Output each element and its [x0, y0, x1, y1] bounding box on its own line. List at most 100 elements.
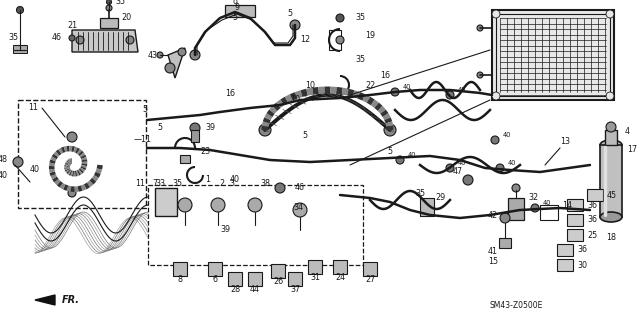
- Circle shape: [76, 36, 84, 44]
- Bar: [587, 189, 603, 201]
- Text: 46: 46: [295, 183, 305, 192]
- Text: 40: 40: [408, 152, 417, 158]
- Circle shape: [259, 124, 271, 136]
- Text: 32: 32: [528, 194, 538, 203]
- Text: 36: 36: [577, 246, 587, 255]
- Bar: [496, 14, 610, 96]
- Text: 46: 46: [52, 33, 62, 42]
- Text: 5: 5: [287, 10, 292, 19]
- Text: 11: 11: [28, 103, 38, 113]
- Ellipse shape: [600, 140, 622, 150]
- Text: 7: 7: [152, 179, 157, 188]
- Bar: [173, 262, 187, 276]
- Bar: [228, 272, 242, 286]
- Text: 35: 35: [355, 13, 365, 23]
- Circle shape: [477, 25, 483, 31]
- Bar: [271, 264, 285, 278]
- Circle shape: [190, 50, 200, 60]
- Text: 36: 36: [587, 216, 597, 225]
- Text: 2: 2: [220, 179, 225, 188]
- Text: 5: 5: [232, 13, 237, 23]
- Circle shape: [106, 0, 111, 4]
- Circle shape: [106, 5, 112, 11]
- Bar: [499, 238, 511, 248]
- Bar: [567, 229, 583, 241]
- Text: 8: 8: [177, 276, 182, 285]
- Text: 40: 40: [0, 170, 8, 180]
- Bar: [18, 100, 146, 208]
- Circle shape: [496, 164, 504, 172]
- Bar: [329, 30, 341, 50]
- Text: 5: 5: [387, 147, 392, 157]
- Text: 1: 1: [205, 175, 210, 184]
- Circle shape: [178, 198, 192, 212]
- Circle shape: [290, 20, 300, 30]
- Circle shape: [384, 124, 396, 136]
- Ellipse shape: [600, 212, 622, 222]
- Circle shape: [606, 10, 614, 18]
- Bar: [180, 155, 190, 163]
- Text: 40: 40: [403, 84, 412, 90]
- Bar: [540, 205, 558, 220]
- Circle shape: [211, 198, 225, 212]
- Text: 10: 10: [290, 95, 300, 105]
- Bar: [567, 199, 583, 211]
- Circle shape: [512, 184, 520, 192]
- Circle shape: [492, 10, 500, 18]
- Circle shape: [13, 157, 23, 167]
- Circle shape: [248, 198, 262, 212]
- Text: 18: 18: [606, 233, 616, 241]
- Text: 37: 37: [290, 286, 300, 294]
- Polygon shape: [72, 30, 138, 52]
- Text: 28: 28: [230, 286, 240, 294]
- Text: 35: 35: [415, 189, 425, 197]
- Text: 36: 36: [587, 201, 597, 210]
- Text: 22: 22: [365, 80, 375, 90]
- Circle shape: [396, 156, 404, 164]
- Text: 19: 19: [365, 31, 375, 40]
- Bar: [13, 45, 27, 53]
- Text: 40: 40: [30, 166, 40, 174]
- Bar: [155, 188, 177, 216]
- Text: 39: 39: [220, 226, 230, 234]
- Circle shape: [531, 204, 539, 212]
- Text: 16: 16: [225, 88, 235, 98]
- Text: 13: 13: [560, 137, 570, 146]
- Text: 9: 9: [232, 0, 237, 8]
- Text: 17: 17: [627, 145, 637, 154]
- Circle shape: [492, 92, 500, 100]
- Text: 33: 33: [155, 179, 165, 188]
- Text: 35: 35: [115, 0, 125, 6]
- Text: 6: 6: [212, 276, 218, 285]
- Circle shape: [606, 92, 614, 100]
- Text: 45: 45: [607, 190, 617, 199]
- Text: 48: 48: [0, 155, 8, 165]
- Text: 20: 20: [121, 13, 131, 23]
- Bar: [308, 260, 322, 274]
- Circle shape: [293, 203, 307, 217]
- Text: 3: 3: [230, 179, 234, 188]
- Circle shape: [17, 6, 24, 13]
- Text: 34: 34: [293, 204, 303, 212]
- Text: 5: 5: [143, 106, 148, 115]
- Text: 44: 44: [250, 286, 260, 294]
- Text: 35: 35: [8, 33, 18, 42]
- Text: 4: 4: [625, 127, 630, 136]
- Circle shape: [336, 36, 344, 44]
- Text: 41: 41: [488, 248, 498, 256]
- Text: 38: 38: [260, 179, 270, 188]
- Bar: [567, 214, 583, 226]
- Text: 40: 40: [230, 175, 240, 184]
- Circle shape: [178, 48, 186, 56]
- Text: 21: 21: [67, 20, 77, 29]
- Text: 29: 29: [435, 194, 445, 203]
- Text: 10: 10: [305, 80, 315, 90]
- Bar: [557, 259, 573, 271]
- Circle shape: [275, 183, 285, 193]
- Text: 26: 26: [273, 278, 283, 286]
- Bar: [420, 198, 434, 216]
- Circle shape: [606, 122, 616, 132]
- Circle shape: [446, 91, 454, 99]
- Text: 39: 39: [205, 123, 215, 132]
- Circle shape: [190, 123, 200, 133]
